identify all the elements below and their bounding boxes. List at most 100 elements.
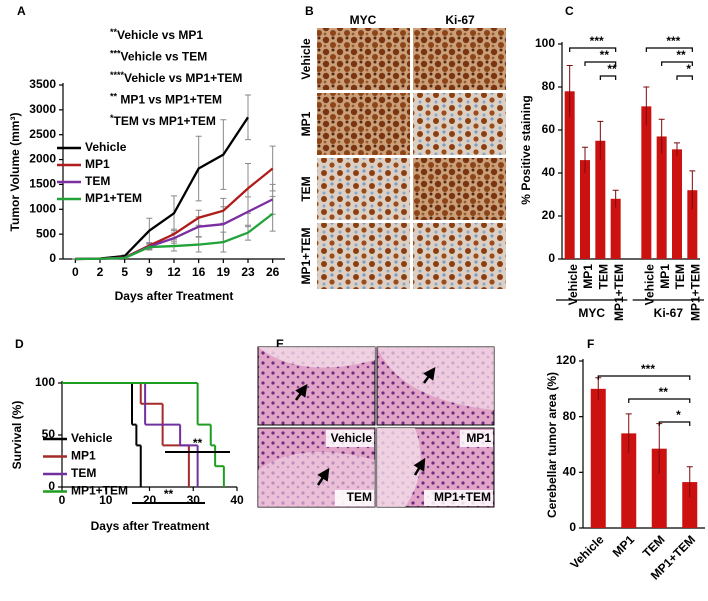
x-tick-label: MP1 (581, 264, 595, 289)
error-bar (625, 413, 632, 453)
arrow (294, 383, 308, 401)
y-axis-label: % Positive staining (519, 95, 533, 204)
label-box (335, 490, 374, 506)
y-tick-label: 2000 (29, 152, 56, 166)
image-label: TEM (347, 490, 372, 504)
legend-label: Vehicle (71, 431, 113, 445)
bar (580, 160, 590, 259)
y-tick-label: 40 (563, 465, 577, 479)
group-label: MYC (578, 306, 605, 320)
annotation-stars: **** (110, 70, 125, 80)
tissue (377, 347, 494, 410)
significance-bracket (584, 61, 617, 66)
row-label: TEM (299, 176, 313, 201)
annotation-stars: * (110, 113, 114, 123)
significance-label: ** (659, 385, 669, 399)
x-tick-label: TEM (673, 264, 687, 289)
x-tick-label: 26 (266, 265, 280, 279)
y-tick-label: 100 (35, 375, 55, 389)
series-line (75, 212, 274, 261)
image-label: MP1+TEM (434, 490, 491, 504)
significance-label: *** (641, 362, 655, 376)
annotation-stars: *** (110, 49, 121, 59)
y-tick-label: 100 (535, 36, 555, 50)
x-tick-label: Vehicle (643, 264, 657, 306)
group-label: Ki-67 (654, 306, 684, 320)
significance-bracket (569, 47, 617, 52)
error-bar (582, 146, 588, 173)
x-tick-label: 10 (99, 493, 113, 507)
y-tick-label: 40 (542, 165, 556, 179)
significance-bracket (599, 75, 617, 80)
arrow (422, 366, 436, 384)
annotation: ** MP1 vs MP1+TEM (110, 92, 222, 107)
legend-label: Vehicle (85, 140, 127, 154)
image-label: Vehicle (331, 431, 373, 445)
image (317, 158, 410, 220)
error-bar (658, 118, 665, 154)
y-axis-label: Cerebellar tumor area (%) (545, 372, 559, 518)
annotation-text: Vehicle vs MP1+TEM (124, 71, 242, 85)
annotation: **Vehicle vs MP1 (110, 27, 203, 42)
panel-b: MYC Ki-67 Vehicle MP1 TEM MP1+TEM (299, 13, 506, 289)
image (413, 158, 506, 220)
significance-label: *** (666, 34, 680, 48)
image-label: MP1 (466, 431, 491, 445)
y-tick-label: 80 (542, 79, 556, 93)
significance-label: * (686, 62, 691, 76)
image (317, 223, 410, 289)
x-tick-label: 9 (146, 265, 153, 279)
image (317, 93, 410, 155)
bar (641, 106, 652, 259)
bar (564, 91, 575, 259)
bar (595, 140, 606, 259)
x-tick-label: 0 (72, 265, 79, 279)
panel-e: Vehicle MP1 TEM MP1+TEM (257, 346, 495, 508)
x-tick-label: TEM (597, 264, 611, 289)
annotation-text: Vehicle vs TEM (121, 50, 208, 64)
y-tick-label: 80 (563, 409, 577, 423)
error-bar (686, 466, 693, 498)
bar (682, 482, 698, 528)
y-axis-label: Survival (%) (10, 401, 24, 470)
y-tick-label: 0 (569, 520, 576, 534)
significance-label: ** (164, 487, 174, 501)
y-tick-label: 3500 (29, 77, 56, 91)
significance-bracket (661, 61, 693, 66)
y-tick-label: 0 (48, 479, 55, 493)
error-bar (269, 195, 276, 232)
x-tick-label: 40 (230, 493, 244, 507)
panel-label: A (17, 4, 26, 18)
x-tick-label: 30 (187, 493, 201, 507)
bar (621, 433, 637, 528)
significance-label: ** (600, 48, 610, 62)
error-bar (674, 142, 680, 156)
y-tick-label: 1500 (29, 177, 56, 191)
y-tick-label: 3000 (29, 102, 56, 116)
bar (610, 198, 621, 259)
label-box (326, 430, 374, 447)
label-box (460, 430, 493, 447)
error-bar (612, 189, 619, 208)
x-axis-label: Days after Treatment (91, 519, 210, 533)
image (413, 28, 506, 90)
panel-label: F (587, 337, 594, 351)
bar (687, 190, 698, 259)
annotation-text: Vehicle vs MP1 (117, 28, 203, 42)
x-tick-label: Vehicle (567, 532, 606, 571)
annotation-stars: ** (110, 92, 118, 102)
annotation-text: MP1 vs MP1+TEM (117, 93, 222, 107)
significance-label: ** (193, 436, 203, 450)
annotation: *TEM vs MP1+TEM (110, 113, 216, 128)
row-label: MP1+TEM (299, 227, 313, 284)
significance-label: * (676, 408, 681, 422)
bar (672, 149, 682, 259)
legend-label: MP1+TEM (71, 484, 128, 498)
legend-label: TEM (71, 466, 96, 480)
error-bar (643, 86, 650, 126)
label-box (424, 490, 493, 506)
x-tick-label: MP1 (658, 264, 672, 289)
annotation-text: TEM vs MP1+TEM (114, 114, 216, 128)
panel-label: D (15, 337, 24, 351)
